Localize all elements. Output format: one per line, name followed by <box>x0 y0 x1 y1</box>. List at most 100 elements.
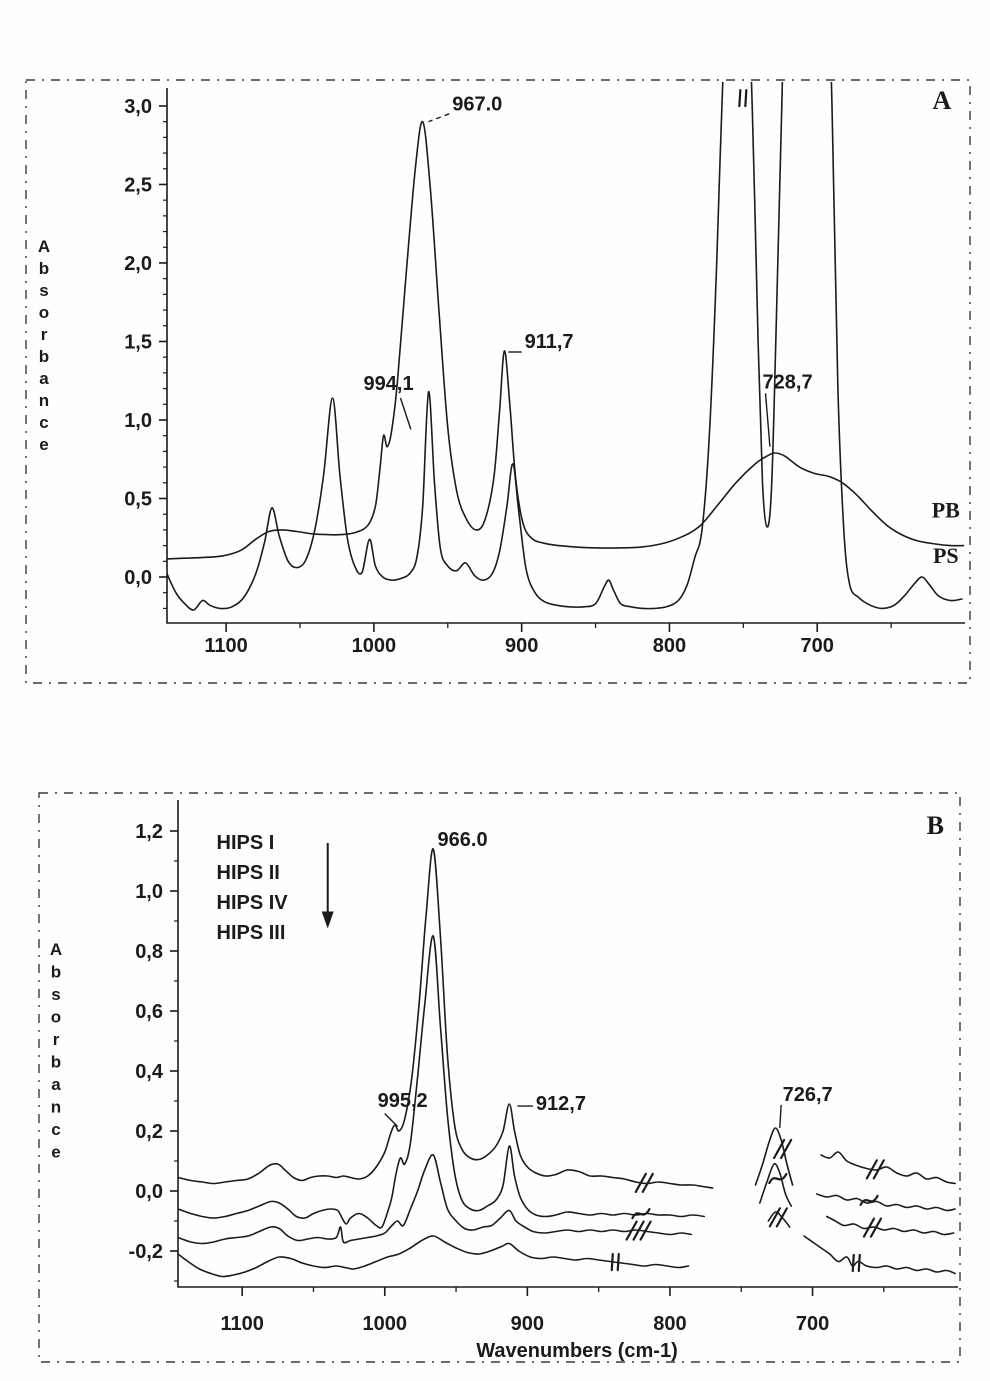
peak-annotation-label: 728,7 <box>763 372 813 394</box>
peak-annotation-label: 995,2 <box>378 1090 428 1112</box>
series-PS-segment-1 <box>167 82 963 611</box>
peak-annotation: 994,1 <box>364 373 414 430</box>
x-tick-label: 1000 <box>352 635 397 657</box>
break-mark-HIPS-IV <box>862 1217 883 1238</box>
series-HIPS-IV-segment-2 <box>767 1211 791 1228</box>
break-slash-line <box>768 1207 781 1228</box>
peak-annotation: 967.0 <box>428 94 502 123</box>
legend-entry: HIPS II <box>217 862 280 884</box>
peak-annotation: 995,2 <box>378 1090 428 1127</box>
break-squiggle-path <box>768 1172 788 1185</box>
break-slash-line <box>632 1220 645 1241</box>
peak-annotation-leader <box>399 397 412 430</box>
y-tick-label: 0,8 <box>135 941 163 963</box>
break-slash-line <box>862 1217 876 1238</box>
y-tick-label: 2,0 <box>124 253 152 275</box>
y-axis-title-letter: n <box>51 1098 61 1117</box>
break-squiggle-path <box>859 1194 879 1206</box>
y-axis-title-letter: e <box>51 1143 60 1162</box>
break-mark-HIPS-II <box>859 1194 879 1206</box>
series-HIPS-IV-segment-1 <box>178 1154 693 1245</box>
x-tick-label: 900 <box>511 1313 544 1335</box>
y-axis-title-letter: o <box>51 1008 61 1027</box>
series-HIPS-III-segment-2 <box>803 1235 956 1275</box>
y-axis-title-letter: r <box>53 1030 60 1049</box>
x-tick-label: 1100 <box>220 1313 263 1335</box>
series-HIPS-IV-segment-3 <box>826 1215 955 1236</box>
y-axis-title-letter: o <box>39 303 49 322</box>
panel-A: 1100 1000 900 800 700 3,0 2,5 2,0 1,5 1,0 0,5 0,0 Ab… <box>25 79 971 684</box>
peak-annotation-label: 912,7 <box>536 1093 586 1115</box>
break-mark-HIPS-II <box>631 1208 651 1220</box>
peak-annotation-leader <box>779 1104 782 1129</box>
break-mark-HIPS-I <box>634 1172 654 1193</box>
break-mark-HIPS-IV <box>625 1220 652 1241</box>
x-tick-label: 700 <box>801 635 834 657</box>
y-tick-label: 0,6 <box>135 1001 163 1023</box>
y-tick-label: 3,0 <box>124 96 152 118</box>
series-HIPS-III-segment-1 <box>178 1235 690 1278</box>
break-squiggle-path <box>631 1208 651 1220</box>
y-axis-title-letter: c <box>51 1120 60 1139</box>
y-tick-label: 1,0 <box>124 410 152 432</box>
break-slash-line <box>780 1138 793 1160</box>
peak-annotation: 911,7 <box>508 331 574 353</box>
series-HIPS-I-segment-1 <box>178 848 714 1189</box>
break-bar-line <box>857 1253 861 1273</box>
break-slash-line <box>865 1159 878 1180</box>
y-axis-title-letter: b <box>39 259 49 278</box>
break-slash-line <box>641 1172 654 1193</box>
series-group-B <box>178 848 956 1278</box>
panel-letter-A: A <box>932 86 951 115</box>
peak-annotation-label: 966.0 <box>438 829 488 851</box>
y-tick-label: 0,2 <box>135 1121 163 1143</box>
panel-border-B <box>38 792 961 1363</box>
x-tick-label: 900 <box>505 635 538 657</box>
panel-letter-B: B <box>927 811 944 840</box>
axis-lines <box>177 800 958 1288</box>
break-mark-HIPS-I <box>865 1159 885 1180</box>
y-tick-label: 1,5 <box>124 331 152 353</box>
y-axis-title-letter: e <box>39 435 48 454</box>
y-axis-title-letter: r <box>41 325 48 344</box>
axes-B <box>177 800 958 1288</box>
break-mark-HIPS-II <box>768 1172 788 1185</box>
series-HIPS-I-segment-3 <box>820 1151 956 1185</box>
peak-annotation-label: 726,7 <box>783 1084 833 1106</box>
break-bar-line <box>610 1252 614 1272</box>
series-HIPS-II-segment-2 <box>759 1162 792 1207</box>
axes-A <box>166 88 965 624</box>
y-axis-title-letter: b <box>51 963 61 982</box>
break-mark-HIPS-IV <box>768 1207 788 1228</box>
peak-annotation-label: 967.0 <box>452 94 502 116</box>
series-label-PB: PB <box>932 497 960 522</box>
series-HIPS-II-segment-1 <box>178 935 705 1229</box>
peak-annotation: 728,7 <box>763 372 813 447</box>
break-bar-line <box>616 1252 620 1272</box>
legend: HIPS I HIPS II HIPS IV HIPS III <box>217 832 334 944</box>
x-tick-label: 700 <box>796 1313 829 1335</box>
y-tick-label: 0,0 <box>124 567 152 589</box>
y-ticks: 1,2 1,0 0,8 0,6 0,4 0,2 0,0 -0,2 <box>129 821 178 1282</box>
break-mark-HIPS-III <box>851 1253 861 1273</box>
y-axis-title-letter: b <box>51 1053 61 1072</box>
series-label-PS: PS <box>933 543 959 568</box>
peak-annotation: 966.0 <box>438 829 488 851</box>
y-tick-label: 1,2 <box>135 821 163 843</box>
legend-entry: HIPS IV <box>217 892 289 914</box>
y-axis-title-letter: c <box>39 413 48 432</box>
break-slash-line <box>625 1220 638 1241</box>
axis-lines <box>166 88 965 624</box>
break-bar-line <box>851 1253 855 1273</box>
break-mark-HIPS-I <box>773 1138 793 1160</box>
series-HIPS-II-segment-3 <box>816 1193 956 1212</box>
y-axis-title-letter: b <box>39 347 49 366</box>
y-axis-title-letter: A <box>38 237 50 256</box>
y-tick-label: 2,5 <box>124 174 152 196</box>
x-axis-title: Wavenumbers (cm-1) <box>476 1340 678 1362</box>
legend-entry: HIPS I <box>217 832 275 854</box>
break-mark-HIPS-III <box>610 1252 620 1272</box>
peak-annotation-label: 911,7 <box>525 331 574 353</box>
